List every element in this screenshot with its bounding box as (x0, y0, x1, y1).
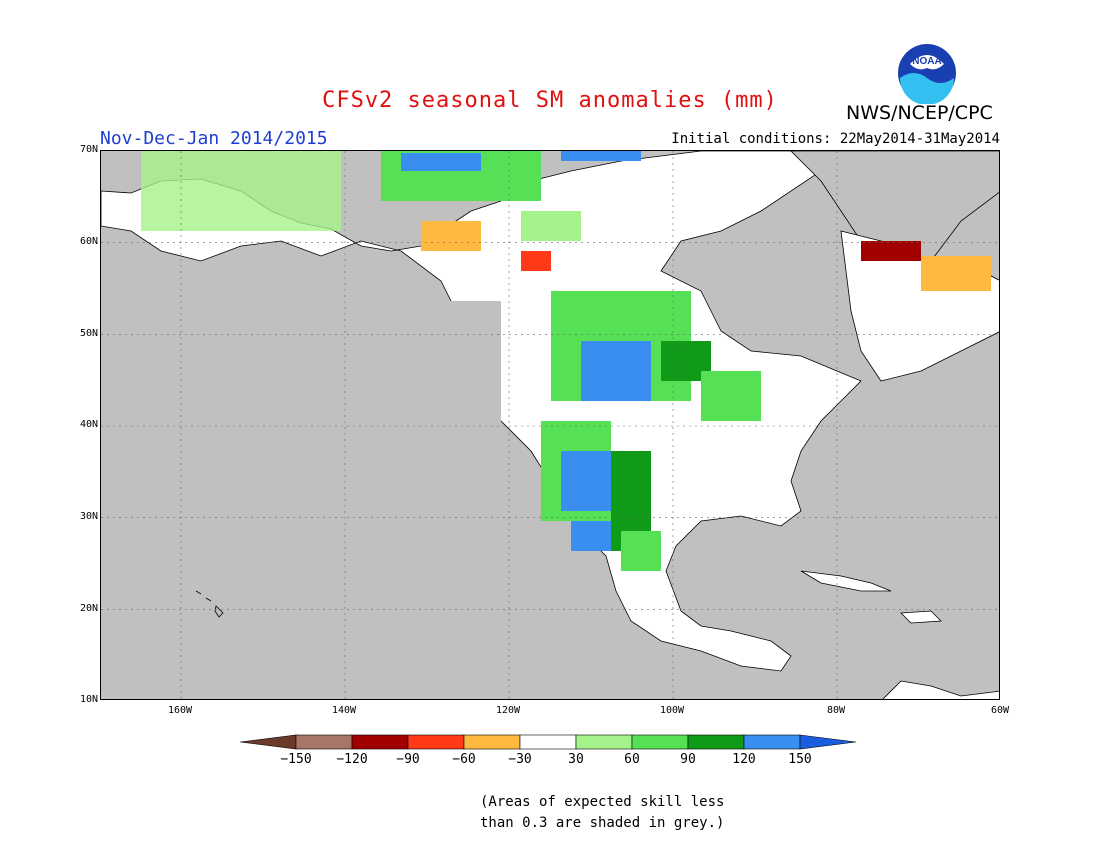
colorbar-label: −90 (396, 752, 420, 767)
colorbar-label: −120 (336, 752, 368, 767)
colorbar-segment (687, 734, 745, 750)
colorbar-label: 120 (732, 752, 756, 767)
colorbar-segment (463, 734, 521, 750)
graticule (101, 151, 999, 699)
colorbar-segment (743, 734, 801, 750)
noaa-logo-icon: NOAA (898, 44, 956, 104)
colorbar-segment (519, 734, 577, 750)
south-america-land (882, 680, 999, 699)
lon-label: 160W (167, 705, 193, 716)
lat-label: 50N (79, 328, 98, 339)
colorbar-segment (799, 734, 857, 750)
colorbar-segment (240, 734, 297, 750)
skill-note: (Areas of expected skill less than 0.3 a… (480, 792, 724, 834)
logo-text: NOAA (912, 56, 941, 67)
hawaii-islands (195, 590, 224, 618)
skill-note-line2: than 0.3 are shaded in grey.) (480, 815, 725, 831)
anomaly-map (100, 150, 1000, 700)
lat-label: 10N (79, 694, 98, 705)
lon-label: 80W (826, 705, 846, 716)
colorbar-segment (351, 734, 409, 750)
lon-label: 60W (990, 705, 1010, 716)
colorbar-label: 30 (568, 752, 584, 767)
map-canvas (101, 151, 999, 699)
lat-label: 40N (79, 419, 98, 430)
colorbar-segment (295, 734, 353, 750)
colorbar-segment (575, 734, 633, 750)
skill-note-line1: (Areas of expected skill less (480, 794, 725, 810)
lat-label: 30N (79, 511, 98, 522)
lon-label: 120W (495, 705, 521, 716)
hispaniola-island (900, 610, 942, 624)
colorbar-segment (407, 734, 465, 750)
lat-label: 70N (79, 144, 98, 155)
agency-label: NWS/NCEP/CPC (846, 102, 993, 124)
anomaly-cells (101, 151, 991, 571)
map-title: CFSv2 seasonal SM anomalies (mm) (322, 88, 778, 113)
forecast-period: Nov-Dec-Jan 2014/2015 (100, 128, 328, 149)
colorbar-label: −30 (508, 752, 532, 767)
lat-label: 20N (79, 603, 98, 614)
colorbar (240, 734, 857, 750)
initial-conditions: Initial conditions: 22May2014-31May2014 (671, 131, 1000, 147)
colorbar-label: 150 (788, 752, 812, 767)
colorbar-label: −150 (280, 752, 312, 767)
colorbar-label: 90 (680, 752, 696, 767)
colorbar-label: 60 (624, 752, 640, 767)
lat-label: 60N (79, 236, 98, 247)
cuba-island (800, 570, 892, 592)
colorbar-segment (631, 734, 689, 750)
colorbar-label: −60 (452, 752, 476, 767)
lon-label: 140W (331, 705, 357, 716)
lon-label: 100W (659, 705, 685, 716)
